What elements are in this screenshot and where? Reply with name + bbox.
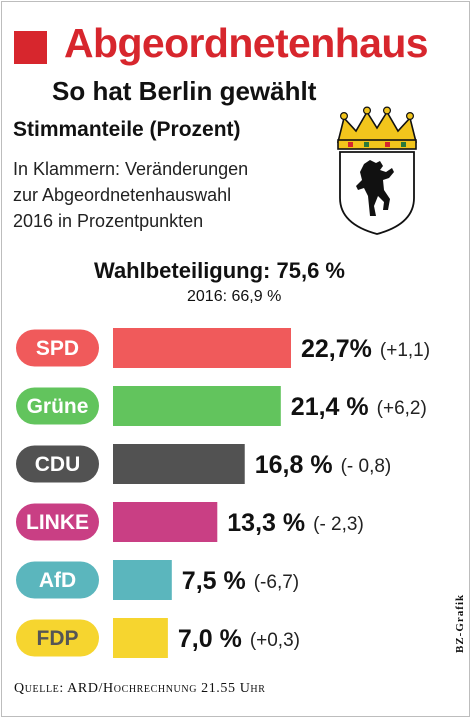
bar-afd: [113, 560, 172, 600]
page-subtitle: So hat Berlin gewählt: [52, 76, 317, 106]
note-line-2: zur Abgeordnetenhauswahl: [13, 185, 232, 205]
bar-grüne: [113, 386, 281, 426]
berlin-bear-coat-of-arms-icon: [336, 106, 418, 235]
graphic-credit: BZ-Grafik: [454, 593, 466, 653]
value-label-grüne: 21,4 %: [291, 393, 369, 421]
party-pill-grüne: [16, 387, 99, 425]
bar-spd: [113, 328, 291, 368]
crown-icon: [336, 106, 418, 150]
explanatory-note: In Klammern: Veränderungen zur Abgeordne…: [13, 156, 248, 234]
bar-fdp: [113, 618, 168, 658]
party-label-cdu: CDU: [35, 453, 81, 476]
party-label-linke: LINKE: [26, 511, 89, 534]
party-pill-cdu: [16, 445, 99, 483]
party-label-afd: AfD: [39, 569, 76, 592]
note-line-3: 2016 in Prozentpunkten: [13, 211, 204, 231]
party-pill-afd: [16, 561, 99, 599]
source-line: Quelle: ARD/Hochrechnung 21.55 Uhr: [14, 681, 266, 696]
party-label-spd: SPD: [36, 337, 79, 360]
bar-cdu: [113, 444, 245, 484]
party-label-fdp: FDP: [37, 627, 79, 650]
value-label-fdp: 7,0 %: [178, 625, 242, 653]
party-pill-fdp: [16, 619, 99, 657]
section-title: Stimmanteile (Prozent): [13, 118, 241, 141]
party-pill-spd: [16, 329, 99, 367]
value-label-afd: 7,5 %: [182, 567, 246, 595]
turnout-label: Wahlbeteiligung: 75,6 %: [94, 258, 345, 283]
party-label-grüne: Grüne: [27, 395, 89, 418]
turnout-previous-label: 2016: 66,9 %: [187, 288, 282, 305]
page-title: Abgeordnetenhaus: [64, 20, 429, 66]
vote-share-bar-chart: SPD 22,7% (+1,1) Grüne 21,4 % (+6,2) CDU 16,8 %…: [16, 328, 430, 658]
value-label-linke: 13,3 %: [227, 509, 305, 537]
bar-linke: [113, 502, 218, 542]
change-label-fdp: (+0,3): [250, 630, 300, 651]
party-pill-linke: [16, 503, 99, 541]
change-label-cdu: (- 0,8): [341, 456, 392, 477]
change-label-grüne: (+6,2): [377, 398, 427, 419]
value-label-spd: 22,7%: [301, 335, 372, 363]
change-label-spd: (+1,1): [380, 340, 430, 361]
change-label-linke: (- 2,3): [313, 514, 364, 535]
header-square-marker: [14, 31, 47, 64]
value-label-cdu: 16,8 %: [255, 451, 333, 479]
change-label-afd: (-6,7): [254, 572, 299, 593]
note-line-1: In Klammern: Veränderungen: [13, 159, 249, 179]
